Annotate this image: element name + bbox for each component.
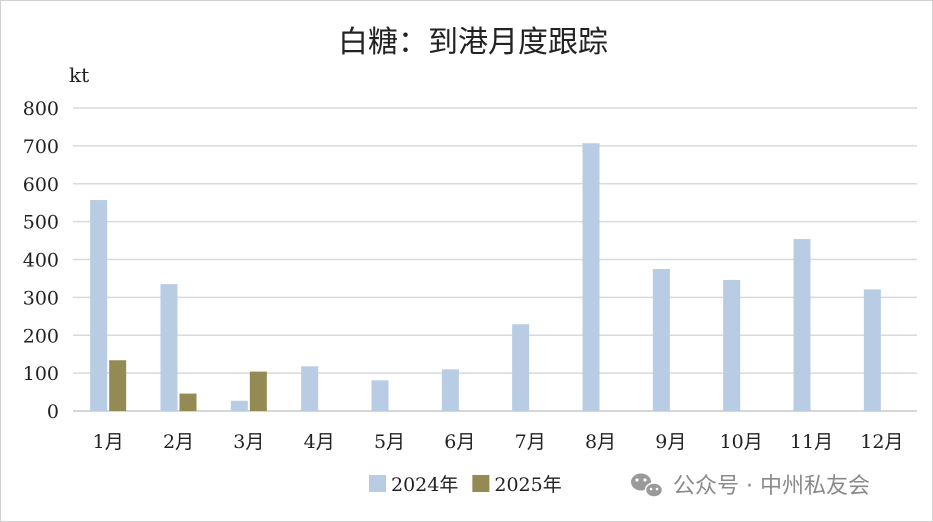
bars	[90, 143, 881, 411]
bar-2024年-2月	[160, 284, 178, 411]
bar-2024年-8月	[582, 143, 600, 411]
x-tick-label: 2月	[163, 431, 194, 453]
y-tick-label: 300	[23, 287, 59, 309]
x-tick-label: 6月	[444, 431, 475, 453]
watermark: 公众号 · 中州私友会	[631, 473, 870, 499]
gridlines	[73, 107, 917, 412]
bar-2025年-1月	[109, 360, 127, 411]
chart-title: 白糖：到港月度跟踪	[338, 25, 608, 60]
x-tick-label: 10月	[720, 431, 763, 453]
x-tick-label: 8月	[585, 431, 616, 453]
bar-2024年-7月	[512, 324, 530, 411]
y-tick-label: 200	[23, 325, 59, 347]
y-tick-label: 500	[23, 212, 59, 234]
y-tick-label: 800	[23, 98, 59, 120]
legend-swatch	[369, 475, 386, 492]
y-tick-label: 400	[23, 250, 59, 272]
x-tick-label: 12月	[860, 431, 903, 453]
x-tick-label: 4月	[304, 431, 335, 453]
bar-2024年-5月	[371, 380, 389, 411]
bar-2024年-3月	[230, 400, 248, 411]
bar-2024年-11月	[793, 239, 811, 411]
bar-2024年-6月	[441, 369, 459, 411]
bar-2024年-12月	[863, 289, 881, 411]
x-tick-label: 3月	[233, 431, 264, 453]
bar-2025年-3月	[249, 371, 267, 411]
y-tick-label: 600	[23, 174, 59, 196]
bar-2024年-1月	[90, 200, 108, 411]
bar-2024年-10月	[723, 279, 741, 411]
bar-2024年-9月	[652, 268, 670, 411]
legend-swatch	[472, 475, 490, 492]
x-tick-label: 7月	[515, 431, 546, 453]
x-tick-label: 5月	[374, 431, 405, 453]
legend-label: 2025年	[494, 474, 561, 496]
y-axis-unit-label: kt	[69, 63, 89, 87]
y-tick-label: 0	[47, 401, 59, 423]
x-tick-label: 9月	[655, 431, 686, 453]
x-axis-ticks: 1月 2月 3月 4月 5月 6月 7月 8月 9月 10月 11月 12月	[93, 431, 904, 453]
bar-2025年-2月	[179, 393, 197, 411]
x-tick-label: 11月	[790, 431, 833, 453]
y-tick-label: 100	[23, 363, 59, 385]
y-tick-label: 700	[23, 136, 59, 158]
x-tick-label: 1月	[93, 431, 124, 453]
y-axis-ticks: 0 100 200 300 400 500 600 700 800	[23, 98, 59, 423]
legend-label: 2024年	[391, 474, 458, 496]
watermark-text: 公众号 · 中州私友会	[673, 474, 870, 499]
legend: 2024年 2025年	[369, 474, 562, 496]
bar-2024年-4月	[301, 366, 319, 411]
wechat-icon	[631, 473, 664, 498]
